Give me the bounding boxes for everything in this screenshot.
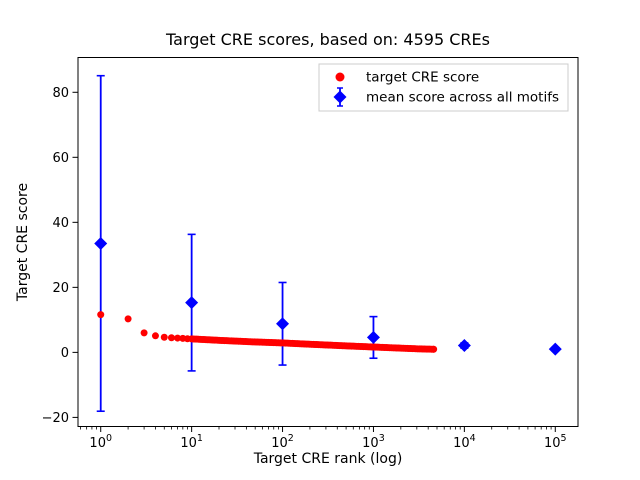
mean-score-point — [548, 342, 562, 356]
target-score-point — [430, 345, 438, 353]
mean-score-point — [366, 330, 380, 344]
legend-entry-mean-score: mean score across all motifs — [366, 90, 559, 106]
mean-score-point — [185, 296, 199, 310]
y-tick-label: 80 — [52, 86, 69, 101]
target-score-point — [160, 333, 168, 341]
mean-score-point — [457, 339, 471, 353]
legend: target CRE score mean score across all m… — [318, 63, 569, 112]
legend-box — [318, 63, 569, 112]
y-tick-label: 60 — [52, 151, 69, 166]
target-score-point — [140, 329, 148, 337]
target-score-point — [97, 311, 105, 319]
chart-title: Target CRE scores, based on: 4595 CREs — [165, 30, 490, 49]
target-score-point — [151, 332, 159, 340]
legend-target-score-marker-icon — [335, 72, 345, 82]
y-tick-label: −20 — [42, 411, 69, 426]
legend-entry-target-score: target CRE score — [366, 70, 479, 86]
y-tick-label: 40 — [52, 216, 69, 231]
x-axis-label: Target CRE rank (log) — [253, 451, 403, 467]
mean-score-point — [276, 317, 290, 331]
y-tick-label: 0 — [61, 346, 69, 361]
mean-score-series — [94, 236, 562, 356]
target-score-series — [97, 311, 438, 353]
y-axis-ticks: −20 0 20 40 60 80 — [42, 86, 78, 426]
target-score-point — [124, 315, 132, 323]
y-axis-label: Target CRE score — [15, 183, 31, 302]
mean-score-point — [94, 236, 108, 250]
plot-border — [77, 57, 579, 427]
legend-mean-score-marker-icon — [333, 87, 347, 107]
y-tick-label: 20 — [52, 281, 69, 296]
target-score-point — [167, 334, 175, 342]
target-score-point — [174, 334, 182, 342]
